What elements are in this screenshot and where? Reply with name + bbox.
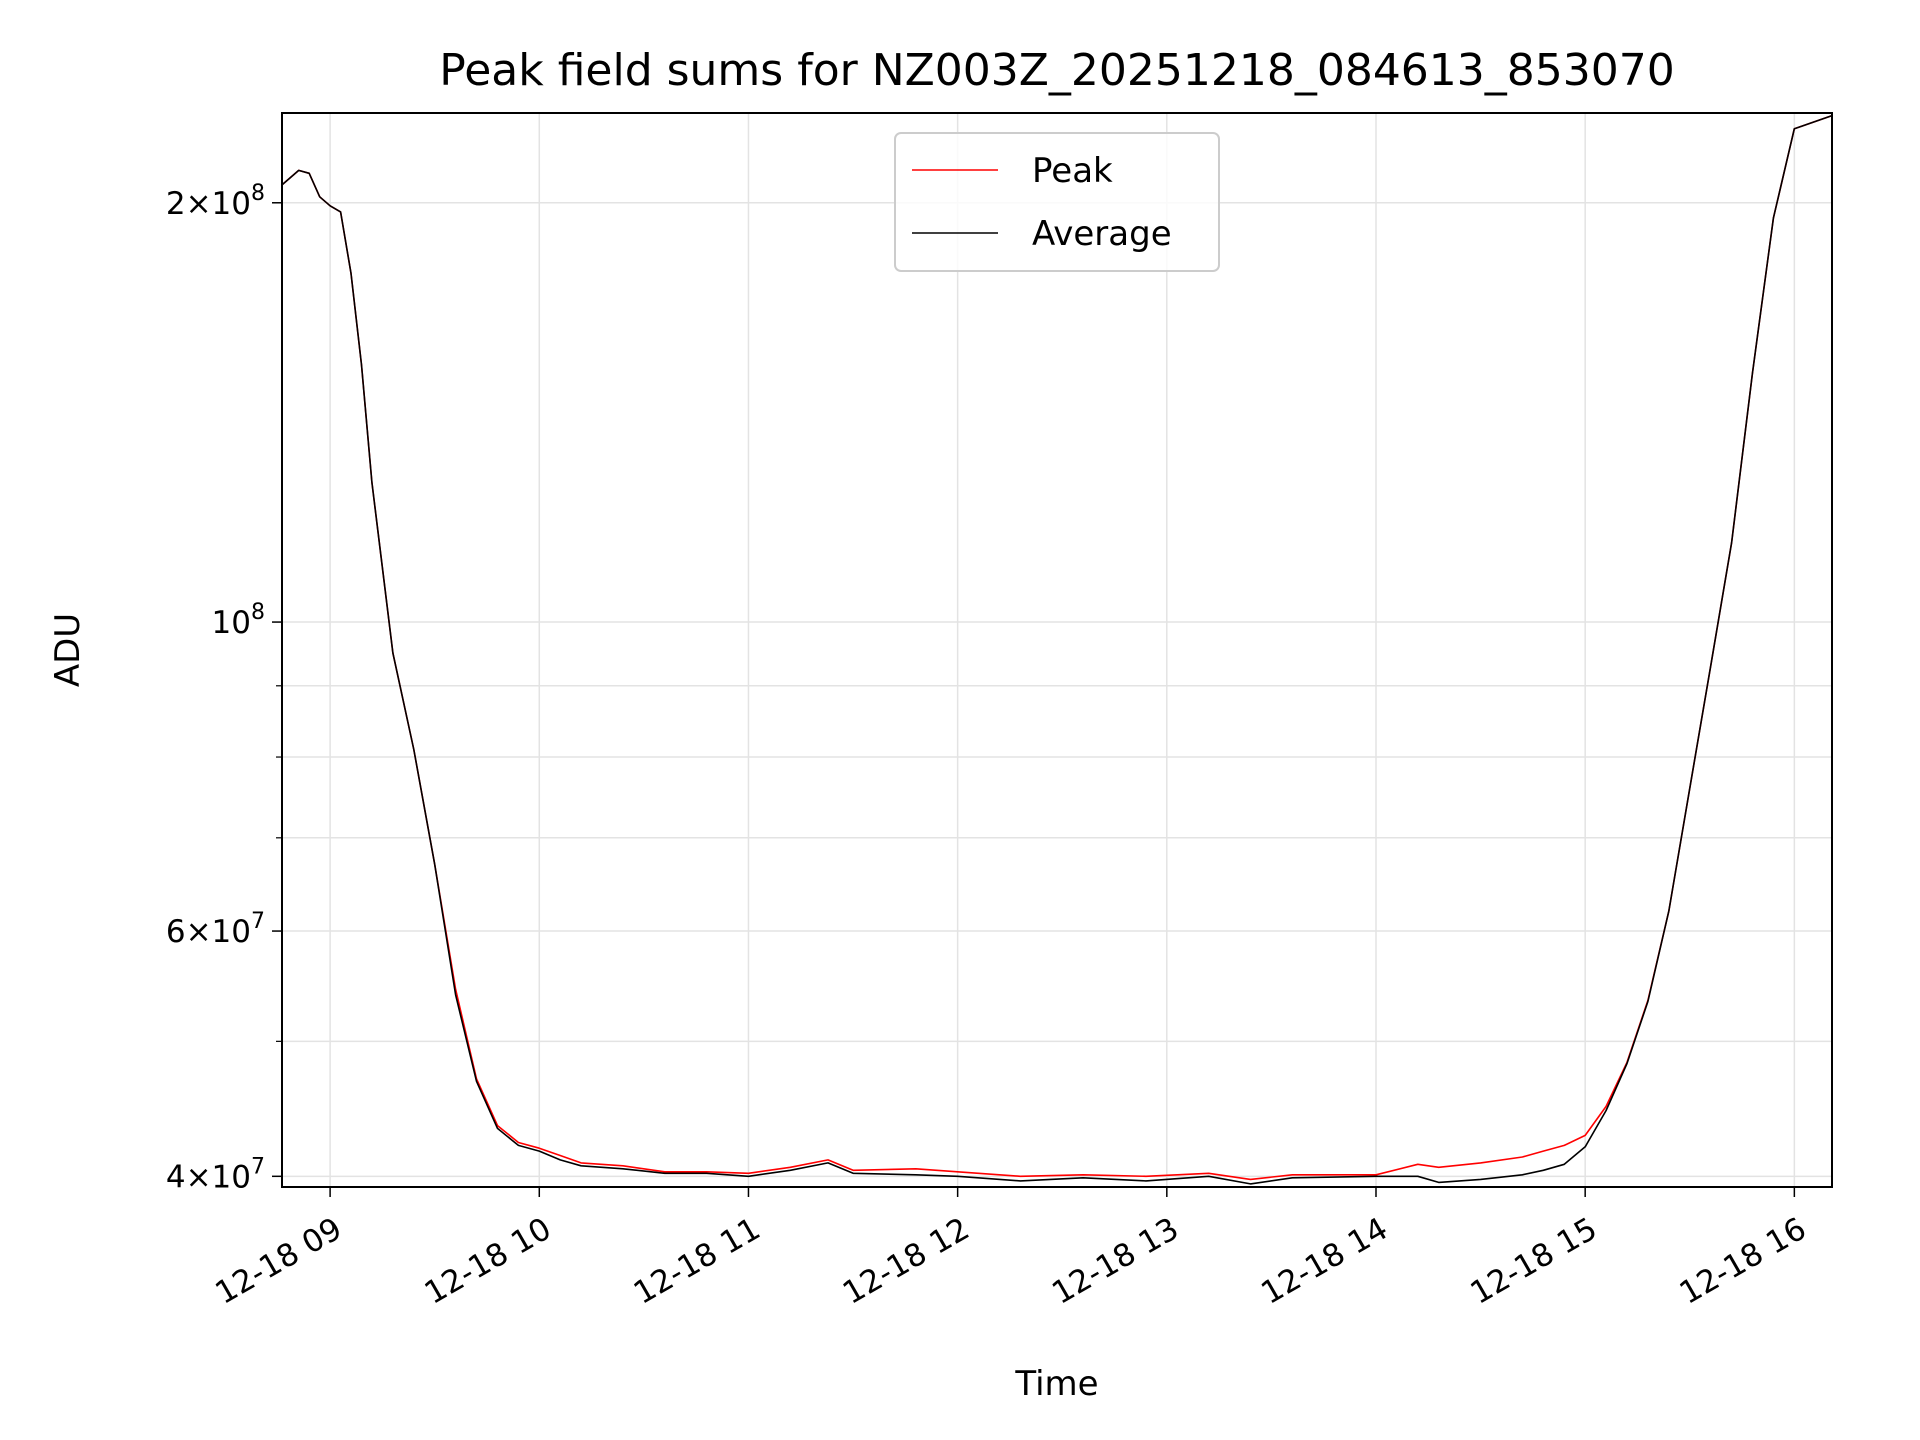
series-layer [281,114,1833,1185]
y-tick-exponent: 8 [251,181,265,206]
y-tick-label: 6×107 [166,909,265,950]
y-tick-label: 4×107 [166,1154,265,1195]
legend-box [894,132,1220,272]
chart-title: Peak field sums for NZ003Z_20251218_0846… [439,45,1675,96]
y-tick-mantissa: 2 [166,186,186,222]
y-tick-exponent: 7 [251,1154,265,1179]
y-tick-mantissa: 6 [166,914,186,950]
plot-frame [281,112,1833,1188]
legend: Peak Average [894,132,1220,272]
x-axis-label: Time [1014,1364,1098,1404]
y-tick-exponent: 8 [251,600,265,625]
series-line-average [281,114,1833,1185]
y-tick-label: 2×108 [166,181,265,222]
legend-label-peak: Peak [1032,151,1113,191]
y-tick-exponent: 7 [251,909,265,934]
plot-area [282,113,1832,1187]
grid [282,113,1832,1187]
y-tick-mantissa: 4 [166,1159,186,1195]
y-axis-label: ADU [48,613,88,687]
legend-label-average: Average [1032,214,1172,254]
